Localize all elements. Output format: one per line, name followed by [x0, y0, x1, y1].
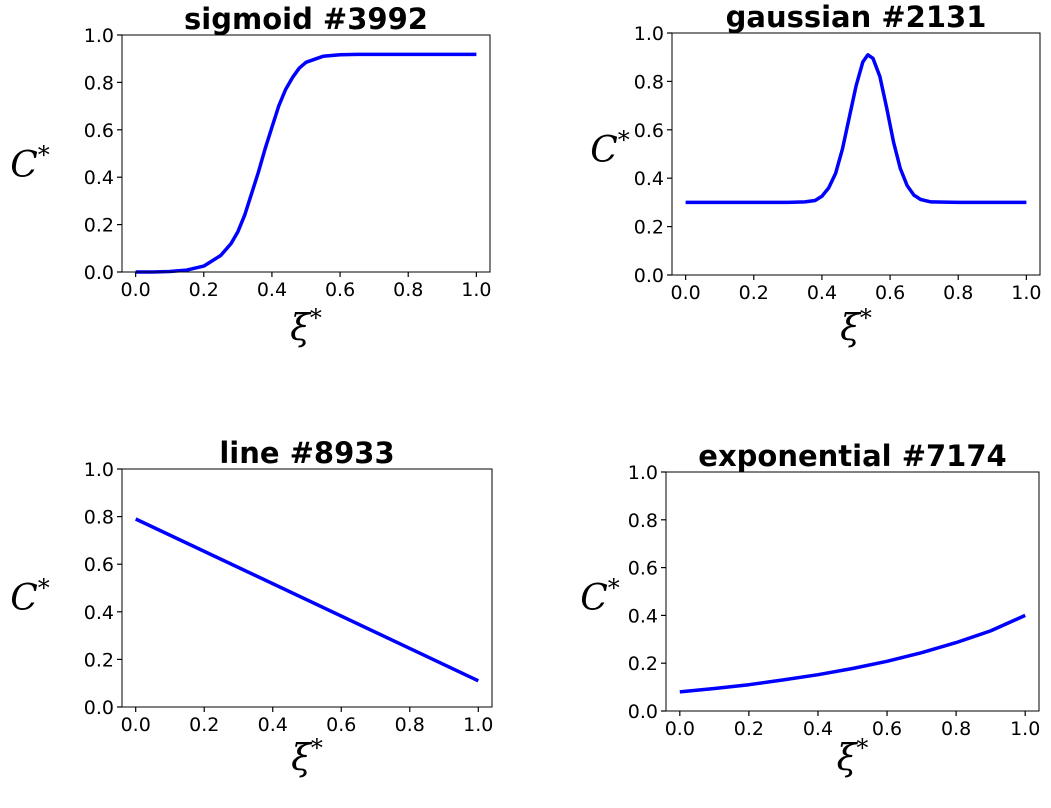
series-line [135, 52, 477, 274]
subplot-3: line #8933 0.0 0.2 0.4 0.6 0.8 1.0 0.0 0.2 0.4 0.6… [10, 436, 493, 779]
subplot-4: exponential #7174 0.0 0.2 0.4 0.6 0.8 1.0 0.0 0.… [580, 439, 1040, 779]
y-tick-label: 0.8 [84, 507, 114, 529]
y-tick-label: 0.6 [84, 120, 114, 142]
y-axis-label: C* [10, 574, 50, 619]
subplot-2: gaussian #2131 0.0 0.2 0.4 0.6 0.8 1.0 0.0 0.2 0.… [590, 0, 1041, 349]
x-tick-label: 0.0 [121, 714, 151, 736]
series-line [134, 517, 480, 683]
x-tick-label: 0.4 [807, 282, 837, 304]
y-tick-label: 0.8 [84, 72, 114, 94]
chart-title: gaussian #2131 [726, 0, 987, 34]
y-tick-label: 0.8 [628, 510, 658, 532]
y-tick-label: 1.0 [84, 459, 114, 481]
x-tick-label: 0.0 [671, 282, 701, 304]
series-line [685, 53, 1027, 205]
x-tick-label: 0.4 [803, 718, 833, 740]
y-tick-label: 1.0 [628, 462, 658, 484]
x-tick-label: 0.2 [189, 714, 219, 736]
y-tick-label: 0.2 [628, 653, 658, 675]
x-axis-label: ξ* [837, 734, 869, 779]
x-tick-label: 0.2 [739, 282, 769, 304]
x-tick-label: 0.6 [872, 718, 902, 740]
y-axis-label: C* [10, 141, 50, 186]
x-axis-label: ξ* [290, 304, 322, 349]
y-tick-label: 0.2 [84, 215, 114, 237]
y-tick-label: 0.0 [634, 265, 664, 287]
x-tick-label: 1.0 [461, 279, 491, 301]
y-axis-label: C* [590, 126, 630, 171]
x-tick-label: 0.4 [258, 714, 288, 736]
y-tick-label: 0.2 [634, 217, 664, 239]
subplot-1: sigmoid #3992 0.0 0.2 0.4 0.6 0.8 1.0 0.0 0.2 0.4… [10, 2, 491, 349]
x-tick-label: 0.6 [325, 279, 355, 301]
x-tick-label: 0.6 [326, 714, 356, 736]
y-tick-label: 1.0 [634, 23, 664, 45]
x-tick-label: 1.0 [1011, 282, 1041, 304]
axes-frame [121, 34, 491, 273]
axes-frame [121, 468, 493, 708]
y-tick-label: 0.0 [84, 697, 114, 719]
y-tick-label: 0.6 [84, 554, 114, 576]
y-tick-label: 0.4 [628, 605, 658, 627]
x-tick-label: 0.0 [665, 718, 695, 740]
x-tick-label: 0.2 [734, 718, 764, 740]
x-tick-label: 0.2 [189, 279, 219, 301]
y-tick-label: 0.6 [628, 558, 658, 580]
y-tick-label: 0.4 [84, 167, 114, 189]
axes-frame [671, 32, 1041, 276]
x-tick-label: 0.8 [941, 718, 971, 740]
y-tick-label: 0.6 [634, 120, 664, 142]
series-line [679, 613, 1026, 694]
y-tick-label: 0.4 [634, 168, 664, 190]
x-tick-label: 0.8 [395, 714, 425, 736]
x-tick-label: 1.0 [463, 714, 493, 736]
x-tick-label: 1.0 [1010, 718, 1040, 740]
y-tick-label: 0.8 [634, 71, 664, 93]
chart-title: exponential #7174 [698, 439, 1006, 473]
chart-title: sigmoid #3992 [184, 2, 428, 36]
x-axis-label: ξ* [840, 304, 872, 349]
y-tick-label: 0.0 [84, 262, 114, 284]
y-tick-label: 0.4 [84, 602, 114, 624]
x-tick-label: 0.4 [257, 279, 287, 301]
y-axis-label: C* [580, 574, 620, 619]
x-axis-label: ξ* [291, 734, 323, 779]
y-tick-label: 0.0 [628, 701, 658, 723]
x-tick-label: 0.8 [943, 282, 973, 304]
y-tick-label: 0.2 [84, 649, 114, 671]
x-tick-label: 0.8 [393, 279, 423, 301]
axes-frame [665, 471, 1040, 712]
x-tick-label: 0.0 [121, 279, 151, 301]
x-tick-label: 0.6 [875, 282, 905, 304]
y-tick-label: 1.0 [84, 25, 114, 47]
chart-title: line #8933 [219, 436, 394, 470]
